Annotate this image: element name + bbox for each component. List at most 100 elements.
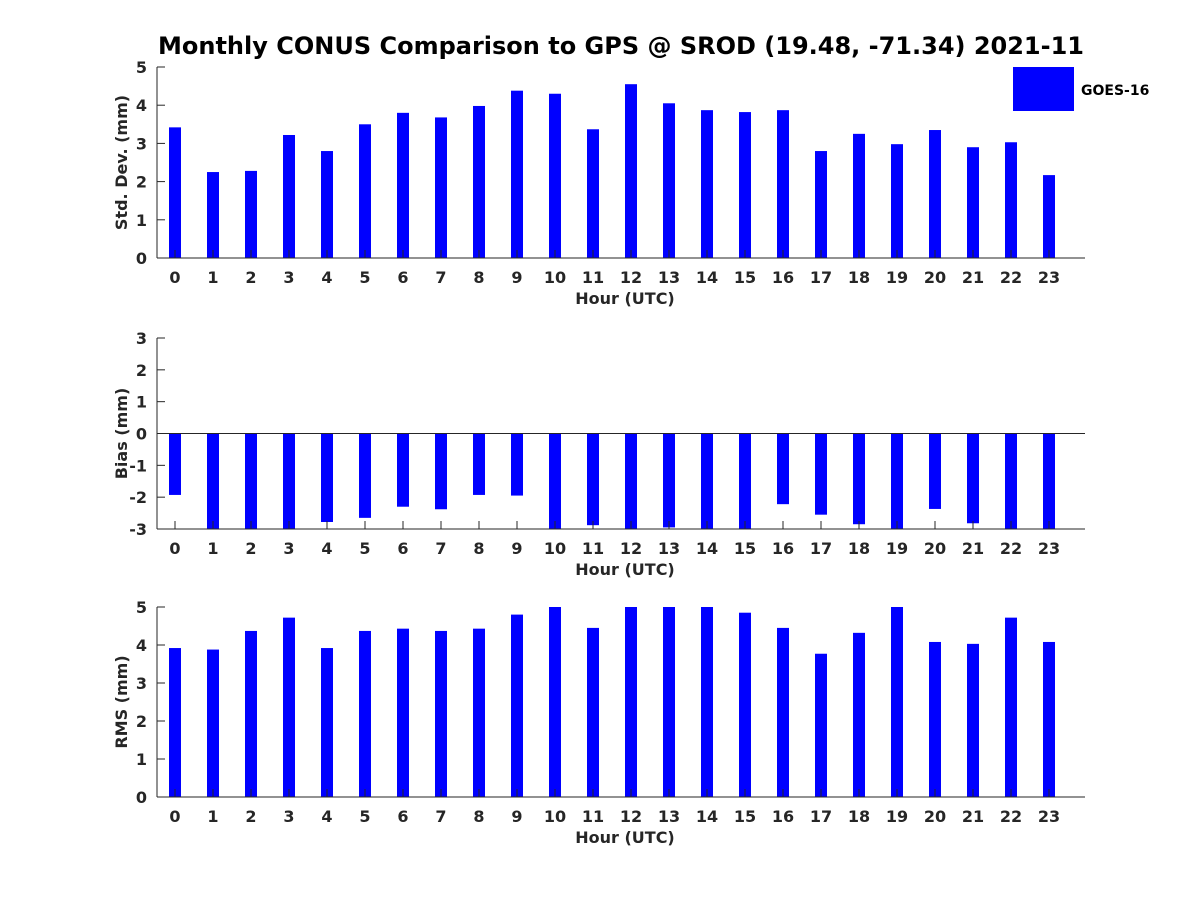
- bias-bar: [815, 433, 827, 515]
- rms-x-tick-label: 6: [397, 807, 408, 826]
- rms-x-tick-label: 1: [207, 807, 218, 826]
- std-dev-x-axis-label: Hour (UTC): [575, 289, 675, 308]
- bias-bar: [169, 433, 181, 495]
- rms-x-tick-label: 2: [245, 807, 256, 826]
- rms-bar: [739, 612, 751, 797]
- std-dev-bar: [815, 151, 827, 258]
- std-dev-x-tick-label: 15: [734, 268, 756, 287]
- std-dev-bar: [435, 117, 447, 258]
- std-dev-bar: [701, 110, 713, 258]
- std-dev-bar: [473, 105, 485, 259]
- std-dev-x-tick-label: 3: [283, 268, 294, 287]
- rms-bar: [625, 607, 637, 797]
- std-dev-x-tick-label: 22: [1000, 268, 1022, 287]
- std-dev-bar: [321, 151, 333, 258]
- bias-x-tick-label: 0: [169, 539, 180, 558]
- rms-x-tick-label: 15: [734, 807, 756, 826]
- bias-x-tick-label: 16: [772, 539, 794, 558]
- std-dev-x-tick-label: 12: [620, 268, 642, 287]
- bias-x-tick-label: 4: [321, 539, 332, 558]
- std-dev-bar: [283, 134, 295, 258]
- std-dev-x-tick-label: 23: [1038, 268, 1060, 287]
- std-dev-y-tick-label: 2: [136, 173, 147, 192]
- std-dev-x-tick-label: 2: [245, 268, 256, 287]
- bias-bar: [245, 433, 257, 529]
- bias-y-tick-label: 0: [136, 425, 147, 444]
- std-dev-bar: [169, 127, 181, 258]
- std-dev-x-tick-label: 17: [810, 268, 832, 287]
- std-dev-x-tick-label: 9: [511, 268, 522, 287]
- rms-y-tick-label: 0: [136, 788, 147, 807]
- rms-x-tick-label: 21: [962, 807, 984, 826]
- std-dev-x-tick-label: 0: [169, 268, 180, 287]
- std-dev-x-tick-label: 5: [359, 268, 370, 287]
- rms-bar: [511, 614, 523, 797]
- rms-x-tick-label: 18: [848, 807, 870, 826]
- legend-label: GOES-16: [1081, 83, 1149, 99]
- bias-bar: [207, 433, 219, 529]
- bias-bar: [397, 433, 409, 507]
- bias-x-tick-label: 18: [848, 539, 870, 558]
- std-dev-y-tick-label: 0: [136, 249, 147, 268]
- bias-x-tick-label: 10: [544, 539, 566, 558]
- rms-bar: [207, 649, 219, 797]
- bias-bar: [777, 433, 789, 505]
- std-dev-bar: [245, 170, 257, 258]
- bias-bar: [587, 433, 599, 526]
- rms-bar: [663, 607, 675, 797]
- rms-bar: [435, 630, 447, 797]
- rms-bar: [929, 641, 941, 797]
- bias-x-tick-label: 5: [359, 539, 370, 558]
- std-dev-x-tick-label: 13: [658, 268, 680, 287]
- rms-x-tick-label: 4: [321, 807, 332, 826]
- bias-y-tick-label: 3: [136, 329, 147, 348]
- bias-bar: [663, 433, 675, 528]
- std-dev-bar: [625, 84, 637, 258]
- std-dev-y-axis-label: Std. Dev. (mm): [112, 95, 131, 230]
- bias-bar: [853, 433, 865, 525]
- rms-x-tick-label: 12: [620, 807, 642, 826]
- std-dev-x-tick-label: 11: [582, 268, 604, 287]
- bias-x-tick-label: 21: [962, 539, 984, 558]
- rms-x-tick-label: 7: [435, 807, 446, 826]
- bias-bar: [321, 433, 333, 522]
- bias-bar: [511, 433, 523, 496]
- rms-bar: [473, 628, 485, 797]
- rms-y-tick-label: 2: [136, 712, 147, 731]
- bias-x-tick-label: 19: [886, 539, 908, 558]
- bias-x-tick-label: 6: [397, 539, 408, 558]
- bias-bar: [473, 433, 485, 495]
- rms-x-tick-label: 17: [810, 807, 832, 826]
- bias-x-tick-label: 15: [734, 539, 756, 558]
- std-dev-bar: [359, 124, 371, 258]
- bias-x-tick-label: 12: [620, 539, 642, 558]
- bias-bar: [891, 433, 903, 529]
- rms-x-axis-label: Hour (UTC): [575, 828, 675, 847]
- rms-bar: [321, 648, 333, 797]
- bias-x-tick-label: 9: [511, 539, 522, 558]
- rms-bar: [397, 628, 409, 797]
- rms-x-tick-label: 3: [283, 807, 294, 826]
- bias-bar: [1005, 433, 1017, 529]
- std-dev-y-tick-label: 1: [136, 211, 147, 230]
- std-dev-bar: [511, 90, 523, 259]
- std-dev-x-tick-label: 14: [696, 268, 718, 287]
- bias-x-tick-label: 7: [435, 539, 446, 558]
- std-dev-bar: [853, 133, 865, 258]
- rms-x-tick-label: 22: [1000, 807, 1022, 826]
- std-dev-bar: [777, 110, 789, 258]
- std-dev-y-tick-label: 5: [136, 58, 147, 77]
- rms-bar: [245, 630, 257, 797]
- bias-bar: [435, 433, 447, 510]
- bias-bar: [625, 433, 637, 529]
- std-dev-x-tick-label: 20: [924, 268, 946, 287]
- rms-bar: [853, 632, 865, 797]
- std-dev-x-tick-label: 10: [544, 268, 566, 287]
- rms-x-tick-label: 10: [544, 807, 566, 826]
- std-dev-x-tick-label: 19: [886, 268, 908, 287]
- legend-swatch: [1013, 67, 1074, 111]
